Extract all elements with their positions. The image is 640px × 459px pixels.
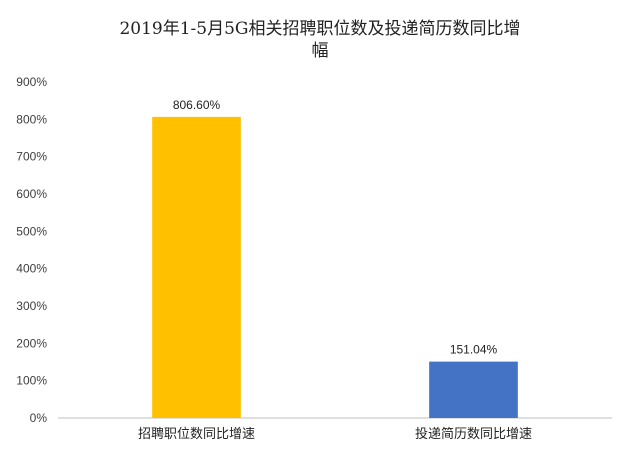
chart-title-line-1: 2019年1-5月5G相关招聘职位数及投递简历数同比增 [119, 19, 521, 39]
y-axis: 0% 100% 200% 300% 400% 500% 600% 700% 800% 900% [16, 75, 47, 425]
y-tick-label: 800% [16, 112, 47, 126]
y-tick-label: 300% [16, 299, 47, 313]
bar-1 [152, 116, 241, 419]
x-category-label: 招聘职位数同比增速 [138, 426, 255, 441]
y-tick-label: 200% [16, 336, 47, 350]
bar-value-label: 151.04% [450, 343, 498, 357]
y-tick-label: 500% [16, 224, 47, 238]
chart-title-line-2: 幅 [311, 41, 329, 61]
y-tick-label: 0% [30, 411, 48, 425]
y-tick-label: 100% [16, 374, 47, 388]
y-tick-label: 600% [16, 187, 47, 201]
bar-2 [429, 361, 518, 418]
y-tick-label: 700% [16, 150, 47, 164]
y-tick-label: 400% [16, 262, 47, 276]
bar-value-label: 806.60% [173, 98, 221, 112]
y-tick-label: 900% [16, 75, 47, 89]
x-category-label: 投递简历数同比增速 [415, 426, 532, 441]
bars-group: 806.60% 151.04% [152, 98, 518, 419]
x-axis: 招聘职位数同比增速 投递简历数同比增速 [138, 426, 532, 441]
